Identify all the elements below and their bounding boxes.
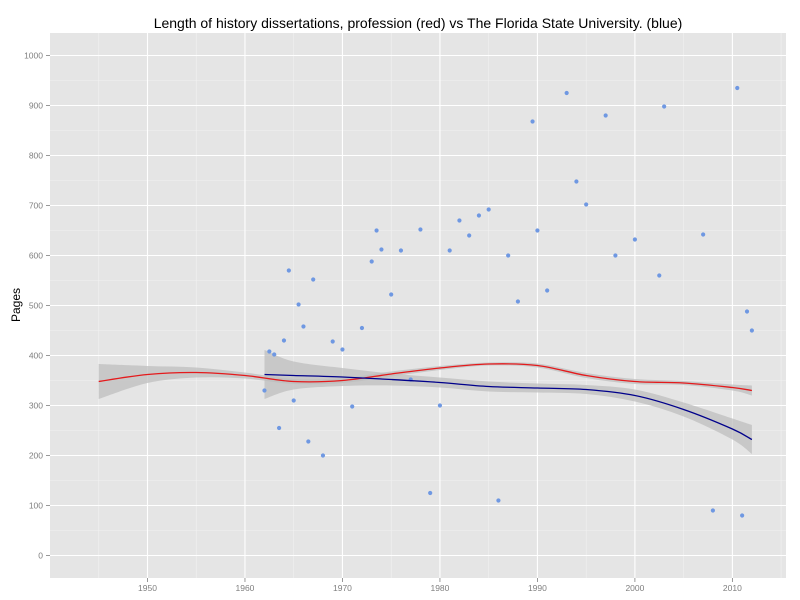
- data-point: [437, 403, 443, 408]
- x-tick-label: 1970: [333, 583, 352, 593]
- y-tick-label: 700: [29, 201, 43, 211]
- x-tick-label: 1950: [138, 583, 157, 593]
- data-point: [379, 247, 384, 252]
- data-point: [296, 302, 301, 307]
- confidence-band-1: [264, 350, 752, 454]
- data-point: [657, 273, 662, 278]
- data-point: [374, 228, 379, 233]
- data-point: [350, 404, 355, 409]
- data-point: [603, 113, 608, 118]
- data-point: [428, 490, 433, 496]
- data-point: [613, 253, 618, 258]
- data-point: [281, 338, 287, 343]
- smooth-line-0: [98, 363, 752, 392]
- data-point: [320, 453, 326, 458]
- y-tick-label: 800: [29, 151, 43, 161]
- x-tick-label: 1980: [430, 583, 449, 593]
- data-point: [369, 259, 374, 264]
- chart-title: Length of history dissertations, profess…: [154, 15, 683, 31]
- data-point: [262, 388, 267, 393]
- data-point: [584, 202, 589, 207]
- x-tick-label: 2000: [625, 583, 644, 593]
- data-points: [262, 85, 754, 518]
- data-point: [272, 352, 277, 357]
- y-tick-label: 1000: [24, 51, 43, 61]
- y-axis-label: Pages: [9, 288, 23, 322]
- data-point: [359, 325, 365, 331]
- data-point: [744, 309, 750, 314]
- data-point: [735, 85, 740, 91]
- y-tick-label: 500: [29, 301, 43, 311]
- data-point: [632, 237, 638, 242]
- data-point: [506, 253, 511, 258]
- data-point: [267, 349, 272, 354]
- data-point: [535, 228, 540, 233]
- data-point: [389, 292, 394, 297]
- x-tick-label: 1960: [236, 583, 255, 593]
- y-tick-label: 200: [29, 451, 43, 461]
- data-point: [418, 227, 423, 232]
- data-point: [574, 179, 579, 184]
- data-point: [306, 439, 311, 444]
- data-point: [710, 508, 715, 513]
- data-point: [662, 104, 667, 109]
- data-point: [398, 248, 404, 253]
- data-point: [740, 513, 745, 518]
- y-tick-label: 600: [29, 251, 43, 261]
- grid-minor: [50, 33, 786, 578]
- data-point: [545, 288, 550, 293]
- data-point: [340, 347, 345, 352]
- y-tick-label: 300: [29, 401, 43, 411]
- data-point: [530, 119, 535, 124]
- data-point: [457, 218, 462, 223]
- y-axis-ticks: 0 100 200 300 400 500 600 700 800 900 1000: [24, 51, 50, 561]
- data-point: [311, 277, 316, 282]
- data-point: [276, 425, 282, 431]
- x-tick-label: 2010: [723, 583, 742, 593]
- y-tick-label: 400: [29, 351, 43, 361]
- data-point: [701, 232, 706, 237]
- x-tick-label: 1990: [528, 583, 547, 593]
- data-point: [749, 328, 754, 333]
- data-point: [330, 339, 335, 344]
- data-point: [447, 248, 452, 253]
- data-point: [476, 213, 482, 218]
- y-tick-label: 100: [29, 501, 43, 511]
- data-point: [515, 299, 521, 304]
- y-tick-label: 900: [29, 101, 43, 111]
- data-point: [301, 324, 306, 329]
- data-point: [291, 398, 296, 403]
- smooth-line-1: [264, 373, 753, 441]
- data-point: [496, 498, 501, 503]
- x-axis-ticks: 1950 1960 1970 1980 1990 2000 2010: [138, 578, 742, 593]
- data-point: [486, 207, 491, 212]
- data-point: [564, 90, 569, 96]
- data-point: [467, 233, 472, 238]
- y-tick-label: 0: [38, 551, 43, 561]
- smooth-lines: [98, 363, 753, 441]
- data-point: [286, 268, 291, 273]
